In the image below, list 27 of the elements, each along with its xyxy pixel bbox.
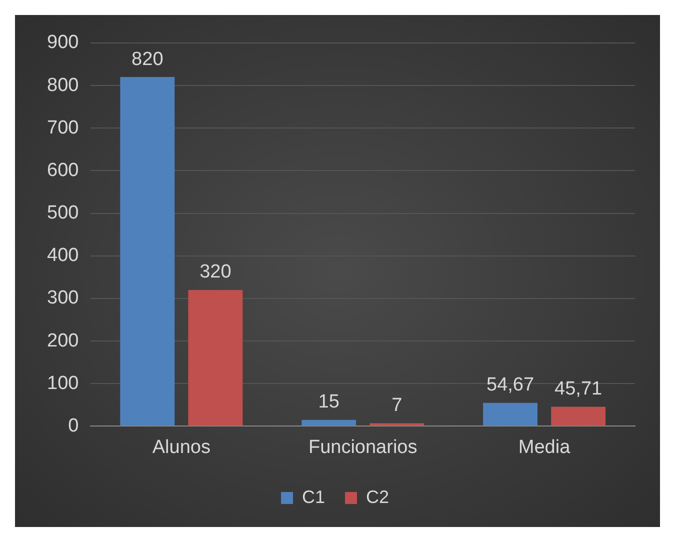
x-tick-label: Media (518, 436, 571, 458)
data-label: 820 (132, 48, 164, 70)
x-tick-label: Funcionarios (308, 436, 418, 458)
y-tick-label: 800 (47, 74, 79, 96)
y-tick-label: 600 (47, 160, 79, 181)
y-tick-label: 700 (47, 117, 79, 138)
y-tick-label: 100 (47, 372, 79, 394)
data-label: 320 (200, 262, 232, 283)
bar (120, 77, 175, 426)
data-label: 15 (318, 392, 340, 413)
bar (370, 423, 424, 426)
bar (188, 290, 243, 426)
y-tick-label: 0 (68, 415, 79, 436)
y-tick-label: 900 (47, 32, 79, 54)
y-tick-label: 500 (47, 202, 79, 224)
data-label: 7 (392, 394, 402, 416)
data-label: 54,67 (486, 374, 534, 396)
bar (551, 406, 606, 426)
y-tick-label: 400 (47, 245, 79, 266)
legend-label: C2 (366, 486, 390, 507)
y-tick-label: 300 (47, 288, 79, 309)
x-tick-label: Alunos (152, 436, 210, 458)
data-label: 45,71 (554, 378, 602, 400)
bar (483, 402, 538, 426)
legend-label: C1 (302, 486, 326, 507)
y-tick-label: 200 (47, 330, 79, 352)
bar (302, 420, 356, 426)
